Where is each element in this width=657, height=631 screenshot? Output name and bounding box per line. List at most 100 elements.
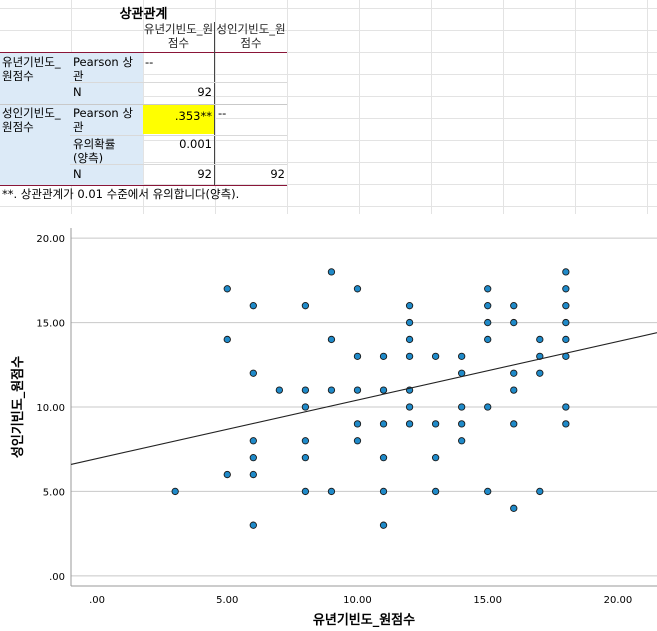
data-point [171, 487, 179, 496]
data-point [510, 302, 518, 310]
stat-label: Pearson 상관 [73, 106, 133, 134]
fit-line-group [70, 332, 657, 465]
y-tick-label: 5.00 [43, 487, 65, 498]
data-point [249, 454, 257, 462]
tick-labels: .00 5.00 10.00 15.00 20.00 .00 5.00 10.00 15.00 2… [36, 234, 632, 606]
y-tick-label: 15.00 [36, 319, 65, 330]
data-point [536, 487, 544, 496]
data-point [484, 302, 492, 310]
stat-label: Pearson 상관 [73, 55, 133, 83]
x-tick-label: 20.00 [604, 595, 633, 606]
data-point [405, 318, 414, 327]
data-point [458, 437, 466, 445]
data-point [484, 403, 492, 411]
data-point [327, 487, 336, 496]
data-point [484, 335, 492, 344]
row-var-label: 유년기빈도_원점수 [2, 55, 61, 83]
data-point [431, 352, 440, 360]
data-point [458, 420, 466, 428]
data-point [484, 285, 492, 293]
data-point [405, 335, 414, 344]
table-cell: 0.001 [179, 137, 212, 151]
data-point [327, 386, 336, 394]
column-divider [214, 22, 215, 185]
data-point [536, 369, 544, 377]
data-point [301, 437, 310, 445]
data-point [458, 369, 466, 377]
row-separator [70, 164, 287, 165]
data-point [431, 487, 440, 496]
y-axis-label: 성인기빈도_원점수 [10, 356, 26, 458]
data-points [171, 268, 570, 529]
data-point [405, 352, 414, 360]
table-cell: 92 [197, 167, 212, 181]
data-point [379, 487, 388, 496]
data-point [223, 335, 231, 344]
data-point [327, 268, 336, 276]
y-tick-label: 10.00 [36, 403, 65, 414]
data-point [249, 437, 257, 445]
data-point [458, 352, 466, 360]
data-point [431, 420, 440, 428]
data-point [301, 386, 310, 394]
row-separator [0, 104, 287, 105]
data-point [353, 386, 362, 394]
data-point [562, 302, 570, 310]
data-point [510, 318, 518, 327]
data-point [562, 268, 570, 276]
data-point [249, 369, 257, 377]
data-point [405, 403, 414, 411]
data-point [223, 285, 231, 293]
data-point [510, 369, 518, 377]
x-tick-label: .00 [89, 595, 105, 606]
data-point [379, 420, 388, 428]
grid-lines [71, 237, 657, 577]
data-point [249, 470, 257, 479]
data-point [458, 403, 466, 411]
stat-label: 유의확률 (양측) [73, 137, 116, 165]
data-point [510, 504, 518, 512]
x-axis-label: 유년기빈도_원점수 [313, 612, 415, 628]
col-header-2: 성인기빈도_원점수 [216, 22, 286, 50]
fit-line [70, 332, 657, 465]
scatter-chart: .00 5.00 10.00 15.00 20.00 .00 5.00 10.00 15.00 2… [10, 228, 657, 628]
data-point [353, 437, 362, 445]
y-tick-label: 20.00 [36, 234, 65, 245]
data-point [301, 302, 310, 310]
data-point [379, 386, 388, 394]
table-cell: -- [218, 106, 227, 120]
data-point [379, 521, 388, 529]
table-footnote: **. 상관관계가 0.01 수준에서 유의합니다(양측). [2, 187, 240, 201]
data-point [405, 302, 414, 310]
data-point [536, 335, 544, 344]
header-rule [0, 52, 287, 53]
table-cell: .353** [174, 109, 212, 123]
data-point [249, 521, 257, 529]
x-tick-label: 5.00 [216, 595, 238, 606]
col-header-1: 유년기빈도_원점수 [143, 22, 214, 50]
y-tick-label: .00 [49, 572, 65, 583]
bottom-rule [0, 185, 287, 186]
data-point [275, 386, 284, 394]
row-var-label: 성인기빈도_원점수 [2, 106, 61, 134]
table-cell: -- [145, 55, 154, 69]
data-point [301, 487, 310, 496]
data-point [249, 302, 257, 310]
table-title: 상관관계 [119, 7, 168, 22]
data-point [223, 470, 231, 479]
data-point [353, 420, 362, 428]
table-cell: 92 [197, 85, 212, 99]
x-tick-label: 15.00 [473, 595, 502, 606]
significance-highlight [143, 105, 214, 134]
data-point [510, 386, 518, 394]
data-point [484, 487, 492, 496]
data-point [301, 454, 310, 462]
data-point [510, 420, 518, 428]
data-point [484, 318, 492, 327]
data-point [327, 335, 336, 344]
row-separator [70, 82, 287, 83]
data-point [353, 352, 362, 360]
data-point [562, 403, 570, 411]
row-label-area [0, 53, 143, 185]
data-point [431, 454, 440, 462]
